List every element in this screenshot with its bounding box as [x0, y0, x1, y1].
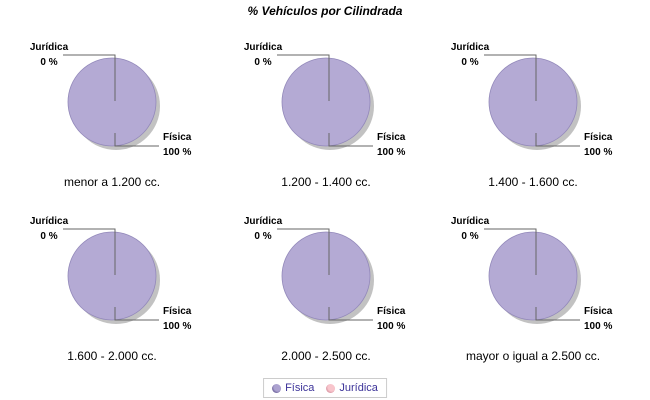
pie-slice-fisica [67, 57, 157, 147]
slice-label-name: Jurídica [243, 216, 283, 227]
slice-label-name: Jurídica [29, 42, 69, 53]
leader-line-juridica [63, 54, 116, 101]
leader-line-juridica [277, 228, 330, 275]
pie-slice-fisica [488, 57, 578, 147]
slice-label-value: 100 % [377, 147, 406, 158]
chart-caption: mayor o igual a 2.500 cc. [465, 349, 601, 363]
slice-label-value: 0 % [461, 57, 479, 68]
chart-caption: 1.200 - 1.400 cc. [281, 175, 371, 189]
leader-line-fisica [328, 307, 373, 321]
slice-label-value: 0 % [254, 231, 272, 242]
pie-graphic [277, 54, 374, 150]
leader-line-juridica [277, 54, 330, 101]
pie-slice-fisica [281, 231, 371, 321]
pie-chart-4: Jurídica 0 % Física 100 % 1.600 - 2.000 … [7, 209, 217, 373]
leader-line-juridica [484, 54, 537, 101]
pie-chart-2: Jurídica 0 % Física 100 % 1.200 - 1.400 … [221, 35, 431, 199]
slice-label-name: Física [584, 306, 613, 317]
slice-label-fisica: Física 100 % [584, 130, 612, 160]
pie-graphic [63, 228, 160, 324]
legend-item-fisica: Física [272, 381, 314, 395]
slice-label-juridica: Jurídica 0 % [233, 40, 293, 70]
slice-label-name: Jurídica [450, 216, 490, 227]
slice-label-name: Física [377, 132, 406, 143]
pie-graphic [484, 54, 581, 150]
slice-label-name: Física [163, 306, 192, 317]
slice-label-value: 100 % [584, 321, 613, 332]
leader-line-juridica [63, 228, 116, 275]
slice-label-name: Jurídica [450, 42, 490, 53]
slice-label-name: Física [377, 306, 406, 317]
slice-label-name: Jurídica [29, 216, 69, 227]
slice-label-juridica: Jurídica 0 % [19, 214, 79, 244]
legend-label: Jurídica [339, 382, 378, 394]
chart-caption: menor a 1.200 cc. [63, 175, 161, 189]
slice-label-fisica: Física 100 % [163, 130, 191, 160]
slice-label-value: 0 % [40, 57, 58, 68]
slice-label-value: 0 % [461, 231, 479, 242]
slice-label-juridica: Jurídica 0 % [440, 214, 500, 244]
slice-label-value: 100 % [163, 321, 192, 332]
slice-label-fisica: Física 100 % [584, 304, 612, 334]
leader-line-juridica [484, 228, 537, 275]
legend-swatch-fisica-icon [272, 383, 282, 393]
slice-label-juridica: Jurídica 0 % [440, 40, 500, 70]
slice-label-juridica: Jurídica 0 % [19, 40, 79, 70]
chart-caption: 2.000 - 2.500 cc. [281, 349, 371, 363]
slice-label-name: Jurídica [243, 42, 283, 53]
leader-line-fisica [328, 133, 373, 147]
pie-chart-6: Jurídica 0 % Física 100 % mayor o igual … [428, 209, 638, 373]
slice-label-value: 100 % [163, 147, 192, 158]
chart-caption: 1.400 - 1.600 cc. [488, 175, 578, 189]
chart-title: % Vehículos por Cilindrada [247, 4, 403, 18]
slice-label-value: 100 % [377, 321, 406, 332]
slice-label-fisica: Física 100 % [377, 304, 405, 334]
pie-chart-3: Jurídica 0 % Física 100 % 1.400 - 1.600 … [428, 35, 638, 199]
pie-slice-fisica [67, 231, 157, 321]
slice-label-fisica: Física 100 % [163, 304, 191, 334]
pie-slice-fisica [281, 57, 371, 147]
slice-label-juridica: Jurídica 0 % [233, 214, 293, 244]
pie-chart-5: Jurídica 0 % Física 100 % 2.000 - 2.500 … [221, 209, 431, 373]
pie-graphic [484, 228, 581, 324]
leader-line-fisica [114, 307, 159, 321]
legend: Física Jurídica [263, 378, 387, 398]
legend-item-juridica: Jurídica [326, 381, 378, 395]
pie-chart-1: Jurídica 0 % Física 100 % menor a 1.200 … [7, 35, 217, 199]
chart-caption: 1.600 - 2.000 cc. [67, 349, 157, 363]
slice-label-value: 0 % [40, 231, 58, 242]
slice-label-value: 100 % [584, 147, 613, 158]
pie-graphic [63, 54, 160, 150]
leader-line-fisica [535, 133, 580, 147]
pie-slice-fisica [488, 231, 578, 321]
pie-graphic [277, 228, 374, 324]
slice-label-fisica: Física 100 % [377, 130, 405, 160]
legend-swatch-juridica-icon [326, 383, 336, 393]
legend-label: Física [285, 382, 315, 394]
leader-line-fisica [535, 307, 580, 321]
slice-label-name: Física [584, 132, 613, 143]
slice-label-value: 0 % [254, 57, 272, 68]
leader-line-fisica [114, 133, 159, 147]
slice-label-name: Física [163, 132, 192, 143]
